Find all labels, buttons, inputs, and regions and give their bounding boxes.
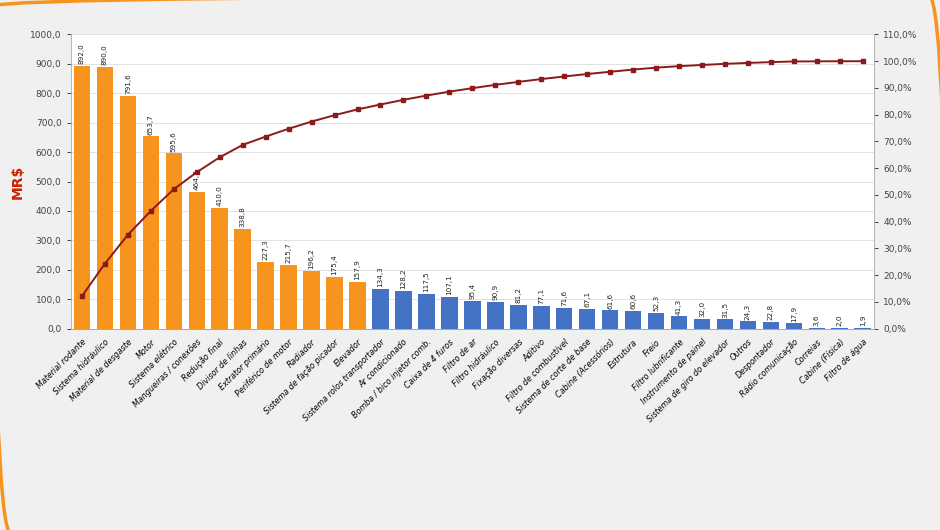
Bar <box>372 289 389 329</box>
Bar <box>280 265 297 329</box>
Text: 892,0: 892,0 <box>79 43 85 65</box>
Text: 595,6: 595,6 <box>171 131 177 152</box>
Text: 338,8: 338,8 <box>240 206 245 227</box>
Text: 128,2: 128,2 <box>400 268 406 289</box>
Y-axis label: MR$: MR$ <box>10 164 24 199</box>
Bar <box>740 322 756 329</box>
Bar <box>464 301 480 329</box>
Text: 41,3: 41,3 <box>676 298 682 315</box>
Text: 60,6: 60,6 <box>630 293 636 309</box>
Text: 157,9: 157,9 <box>354 260 361 280</box>
Text: 61,6: 61,6 <box>607 293 613 308</box>
Text: 791,6: 791,6 <box>125 73 131 94</box>
Text: 196,2: 196,2 <box>308 249 315 269</box>
Bar <box>234 229 251 329</box>
Text: 52,3: 52,3 <box>653 295 659 312</box>
Text: 107,1: 107,1 <box>446 275 452 295</box>
Text: 81,2: 81,2 <box>515 287 522 303</box>
Bar <box>786 323 802 329</box>
Bar <box>304 271 320 329</box>
Bar <box>189 192 205 329</box>
Bar <box>97 67 113 329</box>
Bar <box>694 319 711 329</box>
Bar <box>258 262 274 329</box>
Bar <box>716 320 733 329</box>
Text: 95,4: 95,4 <box>469 282 476 299</box>
Bar <box>395 291 412 329</box>
Bar <box>119 96 136 329</box>
Bar <box>556 307 572 329</box>
Text: 215,7: 215,7 <box>286 243 291 263</box>
Bar <box>625 311 641 329</box>
Bar <box>533 306 550 329</box>
Bar <box>602 311 619 329</box>
Bar <box>762 322 779 329</box>
Text: 134,3: 134,3 <box>378 267 384 287</box>
Bar <box>418 294 434 329</box>
Text: 117,5: 117,5 <box>423 271 430 292</box>
Bar <box>73 66 90 329</box>
Text: 24,3: 24,3 <box>744 304 751 320</box>
Bar <box>212 208 228 329</box>
Bar <box>808 328 825 329</box>
Text: 17,9: 17,9 <box>791 305 797 322</box>
Text: 653,7: 653,7 <box>148 114 154 135</box>
Text: 71,6: 71,6 <box>561 290 567 306</box>
Text: 32,0: 32,0 <box>699 301 705 317</box>
Text: 175,4: 175,4 <box>332 254 337 275</box>
Bar <box>579 309 595 329</box>
Text: 410,0: 410,0 <box>217 186 223 206</box>
Bar <box>143 136 159 329</box>
Text: 3,6: 3,6 <box>814 314 820 326</box>
Text: 22,8: 22,8 <box>768 304 774 320</box>
Bar <box>165 153 182 329</box>
Text: 227,3: 227,3 <box>262 239 269 260</box>
Bar <box>350 282 366 329</box>
Bar <box>441 297 458 329</box>
Text: 90,9: 90,9 <box>493 284 498 300</box>
Bar <box>648 313 665 329</box>
Text: 890,0: 890,0 <box>102 45 108 65</box>
Text: 464,7: 464,7 <box>194 170 200 190</box>
Bar <box>510 305 526 329</box>
Bar <box>832 328 848 329</box>
Text: 77,1: 77,1 <box>539 288 544 304</box>
Text: 31,5: 31,5 <box>722 302 728 317</box>
Bar <box>854 328 871 329</box>
Bar <box>326 277 343 329</box>
Bar <box>671 316 687 329</box>
Text: 2,0: 2,0 <box>837 315 843 326</box>
Text: 1,9: 1,9 <box>860 315 866 326</box>
Bar <box>487 302 504 329</box>
Text: 67,1: 67,1 <box>584 291 590 307</box>
